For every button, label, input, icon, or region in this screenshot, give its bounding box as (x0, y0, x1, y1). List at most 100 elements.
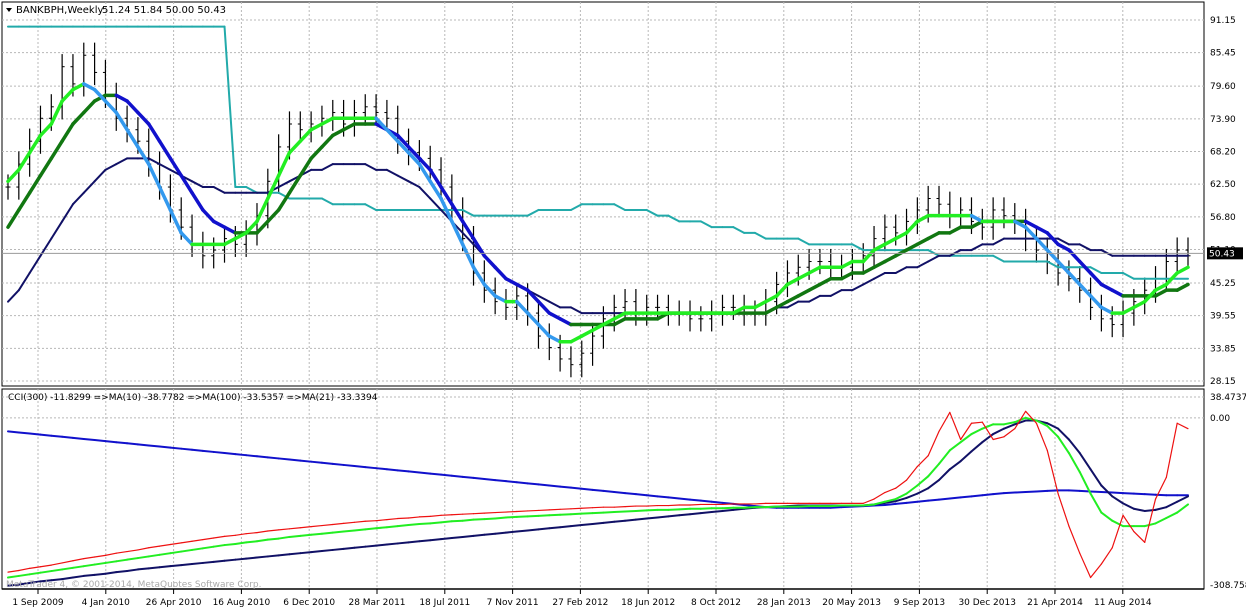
cci-segment (1089, 563, 1102, 579)
cci-ma21-segment (1078, 452, 1092, 471)
cci-ma10-segment (905, 484, 919, 495)
cci-ma10-segment (537, 514, 551, 517)
cci-segment (440, 514, 453, 516)
cci-ma10-segment (288, 534, 302, 538)
ma-long-segment (461, 208, 475, 217)
cci-ma100-segment (82, 437, 96, 442)
time-tick-label: 1 Sep 2009 (12, 598, 64, 608)
cci-segment (1176, 422, 1189, 430)
ma-fast-segment (493, 294, 508, 304)
ma-fast-segment (601, 317, 616, 327)
cci-ma21-segment (385, 542, 399, 546)
price-tick-label: 28.15 (1210, 377, 1236, 387)
indicator-panel[interactable] (1, 388, 1205, 590)
cci-ma21-segment (320, 548, 334, 553)
cci-ma10-segment (634, 509, 648, 512)
ma-slow-segment (461, 231, 475, 246)
ma-slow-segment (115, 157, 129, 166)
cci-ma100-segment (61, 435, 74, 439)
ma-mid-segment (525, 288, 541, 304)
cci-segment (667, 504, 680, 507)
cci-segment (245, 532, 258, 535)
time-tick-label: 18 Jul 2011 (419, 598, 470, 608)
cci-ma21-segment (548, 526, 562, 530)
cci-ma10-segment (1111, 519, 1125, 528)
ma-fast-segment (255, 196, 270, 224)
cci-ma100-segment (1046, 489, 1060, 492)
cci-ma21-segment (678, 513, 692, 517)
cci-ma100-segment (504, 480, 518, 484)
ma-mid-segment (222, 225, 238, 235)
cci-ma100-segment (158, 445, 172, 449)
cci-segment (451, 513, 464, 516)
indicator-axis-labels: 38.4737 0.00 -308.758 (1210, 393, 1246, 591)
ma-mid-segment (428, 168, 443, 189)
cci-segment (1122, 514, 1135, 533)
ma-fast-segment (92, 87, 108, 103)
time-tick-label: 9 Sep 2013 (894, 598, 945, 608)
cci-ma10-segment (645, 508, 659, 512)
cci-ma10-segment (483, 517, 497, 521)
price-axis-labels: 91.1585.4579.6073.9068.2062.5056.8051.10… (1210, 16, 1236, 387)
ma-fast-segment (1153, 282, 1169, 292)
ma-slow-segment (191, 180, 204, 189)
ma-mid-segment (1067, 248, 1082, 264)
ma-mid-segment (1034, 225, 1050, 235)
cci-ma21-segment (504, 530, 518, 534)
price-moving-averages (6, 25, 1190, 344)
cci-ma21-segment (1122, 502, 1135, 510)
ma-fast-segment (731, 305, 746, 315)
cci-ma100-segment (191, 448, 204, 452)
ma-mid-segment (1175, 282, 1190, 292)
cci-ma21-segment (1111, 495, 1125, 505)
ma-long-segment (223, 25, 237, 189)
ma-mid-segment (136, 110, 151, 126)
ma-fast-segment (872, 242, 887, 252)
ma-mid-segment (493, 265, 508, 281)
ma-fast-segment (1077, 282, 1093, 298)
time-tick-label: 28 Mar 2011 (348, 598, 405, 608)
ma-mid-segment (92, 93, 108, 103)
ma-fast-segment (244, 219, 259, 235)
cci-ma21-segment (82, 573, 96, 577)
cci-ma100-segment (613, 491, 627, 495)
ma-fast-segment (385, 127, 400, 143)
ma-fast-segment (157, 185, 173, 212)
cci-ma10-segment (136, 555, 150, 560)
ma-mid-segment (298, 156, 313, 178)
cci-ma100-segment (50, 434, 64, 438)
cci-ma10-segment (50, 568, 64, 573)
cci-segment (537, 509, 550, 512)
ma-long-segment (1089, 266, 1103, 274)
time-tick-label: 8 Oct 2012 (691, 598, 741, 608)
triangle-down-icon[interactable] (6, 8, 12, 12)
cci-segment (873, 491, 886, 500)
ma-fast-segment (536, 322, 552, 338)
cci-ma100-segment (212, 450, 226, 455)
cci-ma21-segment (201, 560, 215, 564)
cci-ma10-segment (299, 533, 313, 537)
cci-ma21-segment (1143, 508, 1157, 512)
cci-ma21-segment (526, 528, 540, 532)
ma-slow-segment (104, 163, 118, 171)
ma-fast-segment (569, 334, 584, 344)
cci-ma100-segment (440, 473, 453, 477)
ma-fast-segment (125, 127, 140, 149)
ma-fast-segment (450, 219, 465, 247)
cci-ma10-segment (28, 571, 42, 576)
cci-ma21-segment (559, 525, 572, 529)
cci-ma21-segment (1002, 423, 1016, 430)
cci-ma21-segment (115, 570, 129, 574)
ma-long-segment (569, 203, 583, 211)
cci-segment (646, 504, 659, 507)
cci-ma100-segment (1013, 491, 1027, 494)
cci-segment (288, 527, 301, 530)
ma-mid-segment (341, 122, 357, 132)
ma-fast-segment (309, 122, 324, 132)
ma-mid-segment (1099, 282, 1114, 292)
cci-ma100-segment (126, 442, 139, 446)
ma-mid-segment (915, 236, 930, 247)
cci-ma100-segment (7, 430, 20, 434)
cci-segment (39, 564, 52, 568)
ma-mid-segment (948, 225, 963, 235)
